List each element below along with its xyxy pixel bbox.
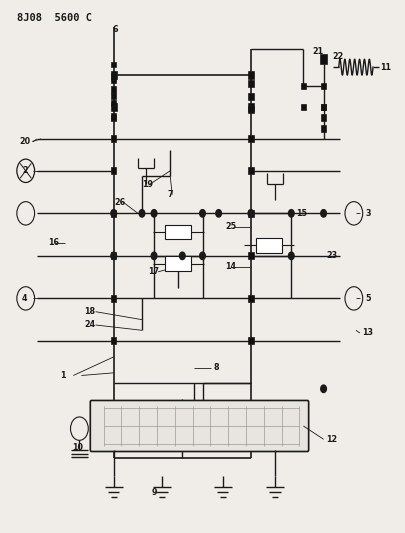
Bar — [248, 253, 254, 260]
Bar — [111, 103, 117, 111]
Circle shape — [321, 385, 326, 392]
Bar — [301, 83, 306, 88]
Bar — [111, 93, 116, 99]
Bar — [111, 71, 117, 79]
Bar — [111, 210, 116, 217]
Circle shape — [151, 252, 157, 260]
Bar — [301, 104, 306, 110]
Text: 24: 24 — [84, 320, 95, 329]
Text: 19: 19 — [143, 180, 153, 189]
Bar — [248, 210, 254, 217]
Bar — [248, 295, 254, 302]
Bar — [248, 135, 254, 142]
Text: 22: 22 — [332, 52, 343, 61]
Text: 21: 21 — [312, 47, 323, 55]
Bar — [111, 73, 116, 80]
Text: 3: 3 — [365, 209, 371, 218]
Text: 5: 5 — [365, 294, 371, 303]
Circle shape — [200, 252, 205, 260]
Bar — [248, 93, 254, 100]
Text: 13: 13 — [362, 328, 373, 337]
Bar — [111, 77, 116, 83]
Bar — [248, 337, 254, 344]
FancyBboxPatch shape — [90, 400, 309, 451]
Circle shape — [288, 209, 294, 217]
Text: 25: 25 — [225, 222, 236, 231]
Bar — [321, 104, 326, 110]
Text: 17: 17 — [149, 268, 160, 276]
Circle shape — [139, 209, 145, 217]
Circle shape — [248, 209, 254, 217]
Bar — [111, 86, 116, 93]
Bar — [320, 54, 327, 64]
Text: 12: 12 — [326, 435, 337, 444]
Text: 20: 20 — [19, 137, 30, 146]
Bar — [321, 103, 326, 110]
Text: 10: 10 — [72, 443, 83, 452]
Text: 6: 6 — [113, 26, 119, 35]
Text: 8J08  5600 C: 8J08 5600 C — [17, 13, 92, 23]
Bar — [111, 295, 116, 302]
Text: 1: 1 — [60, 371, 66, 380]
Text: 8: 8 — [214, 363, 220, 372]
Text: 2: 2 — [22, 166, 28, 175]
Bar — [111, 113, 116, 120]
Circle shape — [216, 209, 222, 217]
Bar — [111, 135, 116, 142]
Bar — [111, 100, 116, 107]
Bar — [111, 253, 116, 260]
Bar — [321, 125, 326, 132]
Text: 7: 7 — [167, 190, 173, 199]
Text: 4: 4 — [22, 294, 28, 303]
Circle shape — [288, 252, 294, 260]
Text: 14: 14 — [225, 262, 236, 271]
Bar — [111, 167, 116, 174]
Bar — [111, 62, 116, 67]
Bar — [256, 238, 282, 253]
Bar — [248, 79, 254, 86]
Text: 15: 15 — [296, 209, 307, 218]
Bar — [248, 71, 254, 79]
Text: 18: 18 — [84, 307, 95, 316]
Circle shape — [151, 209, 157, 217]
Circle shape — [111, 209, 117, 217]
Bar — [111, 337, 116, 344]
Bar — [248, 167, 254, 174]
Bar — [248, 106, 254, 113]
Text: 16: 16 — [48, 238, 59, 247]
Text: 9: 9 — [151, 488, 157, 497]
Text: 11: 11 — [381, 63, 392, 71]
Bar — [321, 83, 326, 88]
Circle shape — [111, 252, 117, 260]
Circle shape — [179, 252, 185, 260]
Bar — [248, 103, 254, 111]
Bar — [165, 256, 192, 271]
Bar — [321, 114, 326, 121]
Bar — [111, 115, 116, 120]
Text: 26: 26 — [114, 198, 125, 207]
Circle shape — [321, 209, 326, 217]
Bar — [165, 224, 192, 239]
Circle shape — [200, 209, 205, 217]
Text: 23: 23 — [326, 252, 337, 260]
